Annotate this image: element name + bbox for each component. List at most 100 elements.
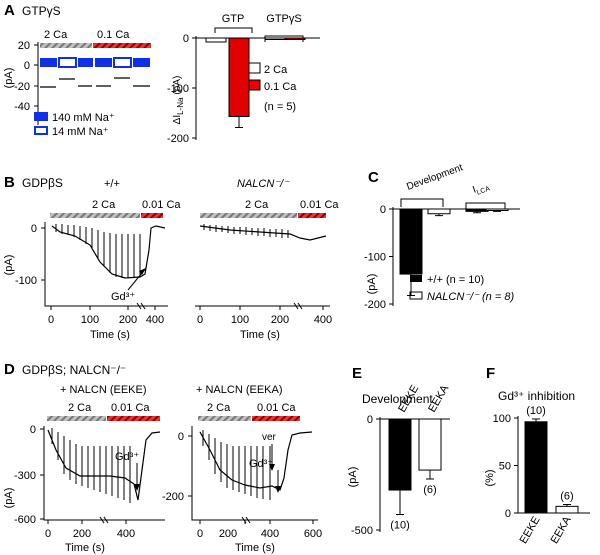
panel-b2-001ca-bar bbox=[298, 213, 326, 218]
panel-d2-axes bbox=[191, 426, 318, 521]
panel-b1-axes bbox=[44, 222, 168, 307]
panel-d1-gd-label: Gd³⁺ bbox=[115, 451, 139, 463]
panel-b2-trace bbox=[199, 225, 327, 241]
panel-f-letter: F bbox=[486, 365, 495, 382]
panel-d1-bar2-label: 0.01 Ca bbox=[111, 402, 150, 414]
error-bar bbox=[407, 274, 415, 296]
n-label: (10) bbox=[526, 405, 546, 417]
legend-14na-label: 14 mM Na⁺ bbox=[52, 126, 109, 138]
panel-e-letter: E bbox=[352, 365, 362, 382]
panel-a-letter: A bbox=[4, 2, 15, 19]
bar-Development-1 bbox=[427, 208, 451, 215]
panel-d1-bar1-label: 2 Ca bbox=[68, 402, 92, 414]
panel-a: A GTPγS 2 Ca 0.1 Ca 20 0 -20 -40 (pA) 14… bbox=[3, 2, 151, 138]
chart-c-ytick-label: -200 bbox=[364, 299, 386, 311]
panel-d2-xtick: 0 bbox=[197, 528, 203, 540]
legend-wt-label: +/+ (n = 10) bbox=[427, 274, 484, 286]
n-label: (10) bbox=[390, 519, 410, 531]
chart-a2-ytick-label: 0 bbox=[183, 33, 189, 45]
chart-a2-ytick-label: -200 bbox=[167, 133, 189, 145]
panel-d2-ytick: 0 bbox=[178, 431, 184, 443]
error-bar bbox=[235, 116, 243, 128]
panel-b1-xtick: 400 bbox=[146, 314, 164, 326]
panel-b2-x-label: Time (s) bbox=[240, 329, 280, 341]
panel-b1-gd-label: Gd³⁺ bbox=[111, 291, 135, 303]
category-label: EEKA bbox=[549, 514, 574, 546]
panel-b-title: GDPβS bbox=[22, 176, 63, 190]
bar-EEKE bbox=[524, 421, 548, 514]
panel-d-sub1: + NALCN (EEKE) bbox=[60, 384, 147, 396]
panel-c-letter: C bbox=[368, 169, 379, 186]
panel-b2-xtick: 0 bbox=[197, 314, 203, 326]
panel-d2-gd-label: Gd³⁺ bbox=[249, 458, 273, 470]
error-bar bbox=[493, 210, 501, 212]
panel-a-ytick: -20 bbox=[14, 81, 30, 93]
panel-d2-xtick: 600 bbox=[304, 528, 322, 540]
panel-d-title: GDPβS; NALCN⁻/⁻ bbox=[22, 363, 126, 377]
panel-d1-xtick: 200 bbox=[73, 528, 91, 540]
chart-development-ilca: C Development ILCA (pA) +/+ (n = 10) NAL… bbox=[364, 162, 520, 311]
panel-d1-axes bbox=[43, 426, 165, 521]
chart-f-ytick-label: 100 bbox=[493, 413, 511, 425]
panel-b1-ytick: -100 bbox=[15, 275, 37, 287]
gd-arrowhead bbox=[139, 268, 146, 275]
panel-d1-ytick: -600 bbox=[14, 514, 36, 526]
panel-b2-2ca-bar bbox=[200, 213, 297, 218]
panel-b-001ca-bar bbox=[141, 213, 163, 218]
legend-2ca-label: 2 Ca bbox=[264, 64, 288, 76]
panel-b-sub2: NALCN⁻/⁻ bbox=[237, 178, 290, 190]
panel-d-letter: D bbox=[4, 361, 15, 378]
panel-f-y-unit: (%) bbox=[484, 469, 496, 486]
n-label: (6) bbox=[423, 484, 436, 496]
panel-a-ytick: -40 bbox=[14, 101, 30, 113]
legend-2ca-swatch bbox=[247, 62, 261, 74]
chart-a2-ytick-label: -100 bbox=[167, 83, 189, 95]
panel-a-title: GTPγS bbox=[22, 4, 61, 18]
panel-c-y-unit: (pA) bbox=[366, 274, 378, 295]
group-gtpgs-label: GTPγS bbox=[266, 13, 301, 25]
panel-b1-x-label: Time (s) bbox=[90, 329, 130, 341]
panel-d2-ytick: -200 bbox=[162, 491, 184, 503]
chart-c-ytick-label: -100 bbox=[364, 252, 386, 264]
group-brackets bbox=[400, 198, 506, 210]
panel-b2-bar1-label: 2 Ca bbox=[245, 199, 269, 211]
n-label: (n = 5) bbox=[264, 101, 296, 113]
panel-b1-spikes bbox=[55, 224, 141, 278]
axis-break bbox=[241, 516, 251, 524]
panel-b2-xtick: 200 bbox=[271, 314, 289, 326]
panel-b2-xtick: 100 bbox=[231, 314, 249, 326]
panel-b2-bar2-label: 0.01 Ca bbox=[300, 199, 339, 211]
panel-a-bar1-label: 2 Ca bbox=[44, 29, 68, 41]
panel-d-sub2: + NALCN (EEKA) bbox=[196, 384, 283, 396]
panel-d1-ytick: 0 bbox=[30, 424, 36, 436]
group-gtp-label: GTP bbox=[222, 13, 245, 25]
panel-d1-y-unit: (pA) bbox=[3, 488, 15, 509]
chart-f-ytick-label: 50 bbox=[499, 461, 511, 473]
axis-break bbox=[99, 516, 109, 524]
panel-d1-xtick: 400 bbox=[117, 528, 135, 540]
bar-Development-0 bbox=[399, 208, 423, 275]
panel-d2-bar2-label: 0.01 Ca bbox=[257, 402, 296, 414]
panel-a-01ca-bar bbox=[93, 43, 151, 48]
panel-d1-001ca-bar bbox=[107, 416, 160, 421]
panel-b-bar2-label: 0.01 Ca bbox=[142, 199, 181, 211]
chart-development-eeke-eeka: E Development (pA) 0-500 (10)EEKE(6)EEKA bbox=[347, 365, 452, 537]
bar-I LCA-0 bbox=[465, 208, 489, 212]
bar-I LCA-1 bbox=[485, 208, 509, 211]
panel-d1-xtick: 0 bbox=[45, 528, 51, 540]
na-block bbox=[40, 58, 57, 67]
panel-b-letter: B bbox=[4, 174, 15, 191]
error-bar bbox=[473, 211, 481, 214]
panel-b1-xtick: 200 bbox=[119, 314, 137, 326]
panel-a-y-ticks bbox=[34, 44, 38, 107]
panel-b-bar1-label: 2 Ca bbox=[92, 199, 116, 211]
panel-d1-ticks bbox=[40, 428, 127, 524]
panel-b1-ytick: 0 bbox=[31, 223, 37, 235]
chart-e-ytick-label: 0 bbox=[367, 414, 373, 426]
panel-b1-xtick: 100 bbox=[81, 314, 99, 326]
chart-c-ytick-label: 0 bbox=[380, 204, 386, 216]
panel-b-sub1: +/+ bbox=[104, 178, 120, 190]
panel-b2-spikes bbox=[203, 224, 289, 238]
panel-a-ytick: 0 bbox=[24, 60, 30, 72]
